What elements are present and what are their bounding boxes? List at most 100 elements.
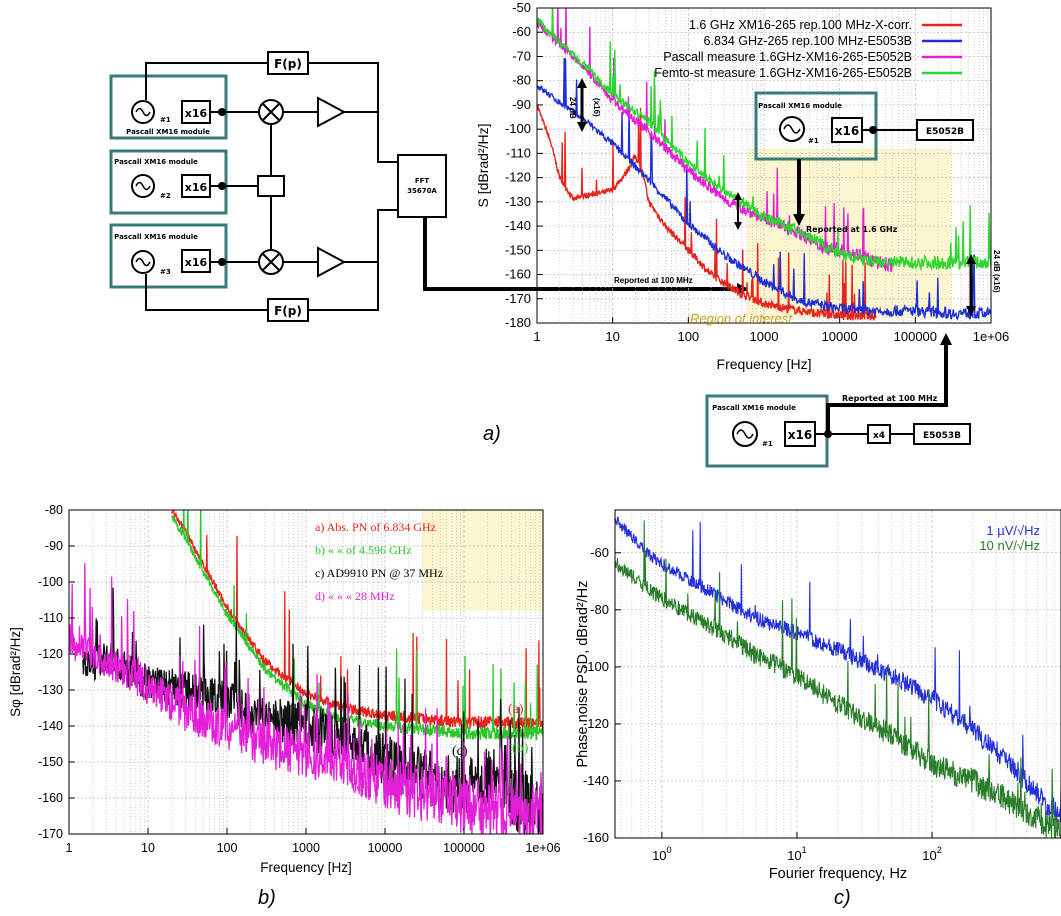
module-label-1: Pascall XM16 module	[126, 128, 210, 136]
series-line-2	[615, 520, 1061, 838]
plot-frame	[614, 509, 1061, 839]
x-tick-label: 100000	[443, 841, 485, 855]
x-tick-label: 10	[605, 329, 619, 344]
panel-label-c: c)	[834, 887, 851, 909]
osc-number-1: #1	[160, 116, 171, 124]
module-label-2: Pascall XM16 module	[114, 158, 198, 166]
x-tick-label: 1e+06	[973, 329, 1010, 344]
legend-entry-1: 1.6 GHz XM16-265 rep.100 MHz-X-corr.	[689, 18, 912, 32]
inset-top-diagram: Pascall XM16 module #1 x16 E5052B Report…	[754, 91, 974, 234]
inset-top-analyzer-label: E5052B	[926, 127, 964, 137]
y-axis-label: S [dBrad²/Hz]	[475, 123, 491, 207]
highlight-region	[422, 510, 543, 611]
legend-entry-1: 1 µV/√Hz	[986, 523, 1040, 538]
panel-label-b: b)	[258, 887, 276, 909]
y-axis-label: Phase noise PSD, dBrad²/Hz	[575, 581, 591, 768]
x-axis-label: Frequency [Hz]	[260, 860, 352, 875]
y-tick-label: -60	[590, 545, 609, 560]
y-tick-label: -50	[512, 0, 531, 15]
mixer-icon-bottom	[258, 249, 284, 275]
y-tick-label: -110	[39, 611, 63, 625]
x-axis-label: Frequency [Hz]	[717, 356, 812, 372]
y-tick-label: -140	[583, 773, 609, 788]
module-box-1	[109, 74, 228, 140]
y-tick-label: -60	[512, 24, 531, 39]
curve-label-2: (b)	[512, 741, 529, 756]
inset-bottom-osc-number: #1	[762, 440, 773, 448]
inset-top-multiplier-box	[831, 117, 863, 143]
y-tick-label: -150	[505, 242, 531, 257]
fft-model-label: 35670A	[407, 187, 437, 195]
splitter-box	[257, 175, 285, 197]
x-tick-label: 100000	[894, 329, 937, 344]
inset-bottom-module-label: Pascall XM16 module	[712, 404, 796, 412]
block-diagram-a: F(p) #1 x16 Pascall XM16 module Pascall …	[109, 51, 749, 322]
inset-bottom-analyzer-label: E5053B	[923, 431, 961, 441]
x-tick-label: 100	[677, 329, 699, 344]
mixer-icon-top	[258, 99, 284, 125]
series-line-4	[69, 562, 543, 834]
y-tick-label: -160	[583, 830, 609, 845]
y-tick-label: -160	[38, 791, 63, 805]
y-tick-label: -90	[45, 539, 63, 553]
annotation-x16-left: (x16)	[592, 98, 601, 117]
inset-bottom-diagram: Pascall XM16 module #1 x16 x4 E5053B Rep…	[705, 333, 971, 468]
fft-analyzer-box	[397, 154, 447, 218]
legend-entry-1: a) Abs. PN of 6.834 GHz	[315, 520, 436, 534]
y-tick-label: -110	[506, 145, 531, 160]
inset-top-reported-label: Reported at 1.6 GHz	[806, 225, 898, 234]
y-tick-label: -170	[38, 827, 63, 841]
x-tick-label: 10	[141, 841, 155, 855]
inset-bottom-analyzer-box	[913, 423, 971, 445]
y-tick-label: -70	[512, 48, 531, 63]
y-tick-label: -100	[583, 659, 609, 674]
y-tick-label: -120	[505, 170, 531, 185]
x-tick-label: 10000	[822, 329, 858, 344]
y-tick-label: -160	[505, 267, 531, 282]
legend-entry-2: b) « « of 4.596 GHz	[315, 543, 412, 557]
x-tick-label: 1000	[292, 841, 320, 855]
x-tick-label: 1e+06	[525, 841, 560, 855]
osc-number-2: #2	[160, 192, 171, 200]
y-tick-label: -170	[505, 291, 531, 306]
series-line-4	[537, 8, 991, 272]
y-tick-label: -90	[512, 97, 531, 112]
y-tick-label: -120	[583, 716, 609, 731]
inset-bottom-x4-label: x4	[873, 431, 885, 441]
legend-entry-3: c) AD9910 PN @ 37 MHz	[315, 566, 443, 580]
amplifier-icon-top	[317, 96, 347, 128]
fft-output-arrow	[423, 217, 737, 291]
inset-top-multiplier-label: x16	[835, 124, 859, 138]
x-axis-label: Fourier frequency, Hz	[769, 866, 907, 882]
x-tick-label: 102	[922, 845, 942, 863]
annotation-24db-left: 24 dB	[568, 97, 577, 119]
series-line-2	[171, 510, 543, 741]
filter-label-bottom: F(p)	[274, 304, 302, 318]
series-line-1	[537, 104, 877, 322]
legend-entry-4: Femto-st measure 1.6GHz-XM16-265-E5052B	[654, 66, 912, 80]
y-tick-label: -80	[590, 602, 609, 617]
module-label-3: Pascall XM16 module	[114, 233, 198, 241]
module-box-2	[109, 149, 228, 215]
filter-box-bottom	[267, 298, 309, 322]
filter-label-top: F(p)	[274, 57, 302, 71]
fft-label: FFT	[415, 177, 430, 185]
osc-number-3: #3	[160, 268, 171, 276]
annotation-reported-100mhz: Reported at 100 MHz	[614, 276, 693, 285]
legend-entry-4: d) « « « 28 MHz	[315, 589, 395, 603]
chart-a: 1 10 100 1000 10000 100000 1e+06 -50 -60 -70 -80 -9…	[475, 0, 1009, 372]
chart-b: 1 10 100 1000 10000 100000 1e+06 -80 -90 -100 -110…	[8, 503, 561, 875]
legend-entry-3: Pascall measure 1.6GHz-XM16-265-E5052B	[663, 50, 912, 64]
inset-top-analyzer-box	[916, 119, 974, 141]
series-line-1	[615, 516, 1061, 823]
panel-label-a: a)	[483, 423, 501, 445]
curve-label-3: (c)	[452, 744, 468, 759]
series-line-3	[82, 587, 543, 834]
x-tick-label: 1	[533, 329, 540, 344]
y-tick-label: -150	[38, 755, 63, 769]
x-tick-label: 100	[217, 841, 238, 855]
inset-top-osc-number: #1	[808, 137, 819, 145]
y-axis-label: Sφ [dBrad²/Hz]	[8, 627, 23, 717]
x-tick-label: 1000	[750, 329, 779, 344]
